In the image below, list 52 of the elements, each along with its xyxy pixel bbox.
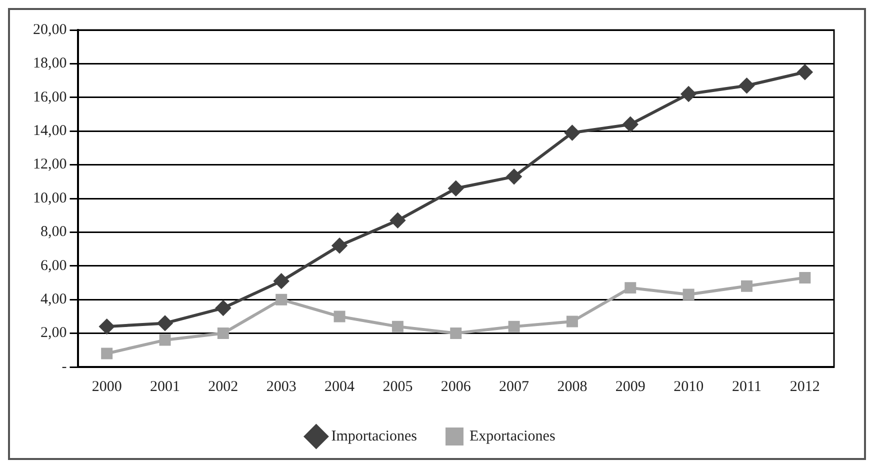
- y-tick-label: 8,00: [40, 224, 67, 240]
- point: [682, 288, 694, 300]
- y-tick-label: 4,00: [40, 292, 67, 308]
- point: [506, 169, 522, 184]
- point: [624, 282, 636, 294]
- x-tick-label: 2010: [674, 378, 704, 395]
- y-tick-label: 6,00: [40, 258, 67, 274]
- x-tick-label: 2001: [150, 378, 180, 395]
- y-tick-label: 20,00: [33, 22, 67, 38]
- point: [217, 328, 229, 340]
- point: [450, 328, 462, 340]
- x-tick-label: 2011: [732, 378, 762, 395]
- x-tick-label: 2002: [208, 378, 238, 395]
- y-tick-label: 2,00: [40, 325, 67, 342]
- x-tick-label: 2012: [790, 378, 820, 395]
- x-tick-label: 2004: [324, 378, 356, 395]
- point: [739, 78, 754, 94]
- x-tick-label: 2000: [92, 378, 122, 395]
- point: [276, 294, 288, 306]
- point: [332, 238, 348, 254]
- x-tick-label: 2008: [557, 378, 588, 395]
- point: [159, 334, 171, 346]
- point: [797, 64, 812, 80]
- point: [741, 280, 752, 292]
- x-tick-label: 2005: [382, 378, 413, 395]
- legend-label: Exportaciones: [470, 428, 556, 444]
- point: [508, 320, 520, 332]
- point: [799, 272, 811, 284]
- point: [158, 316, 173, 331]
- point: [99, 319, 114, 334]
- point: [564, 125, 580, 140]
- y-tick-label: 18,00: [33, 56, 67, 72]
- point: [390, 212, 406, 228]
- x-tick-label: 2003: [266, 378, 296, 395]
- y-tick-label: 16,00: [33, 89, 67, 106]
- y-tick-label: 12,00: [33, 156, 67, 173]
- point: [216, 300, 231, 316]
- point: [566, 316, 578, 328]
- y-tick-label: -: [62, 358, 67, 375]
- x-tick-label: 2007: [499, 378, 530, 395]
- point: [101, 348, 113, 360]
- legend-label: Importaciones: [331, 428, 418, 444]
- point: [334, 310, 346, 322]
- x-tick-label: 2009: [615, 378, 646, 395]
- y-tick-label: 10,00: [33, 190, 67, 206]
- point: [274, 274, 289, 289]
- x-tick-label: 2006: [440, 378, 472, 395]
- point: [392, 320, 404, 332]
- point: [622, 116, 638, 132]
- point: [448, 180, 464, 196]
- y-tick-label: 14,00: [33, 123, 67, 140]
- point: [681, 86, 696, 102]
